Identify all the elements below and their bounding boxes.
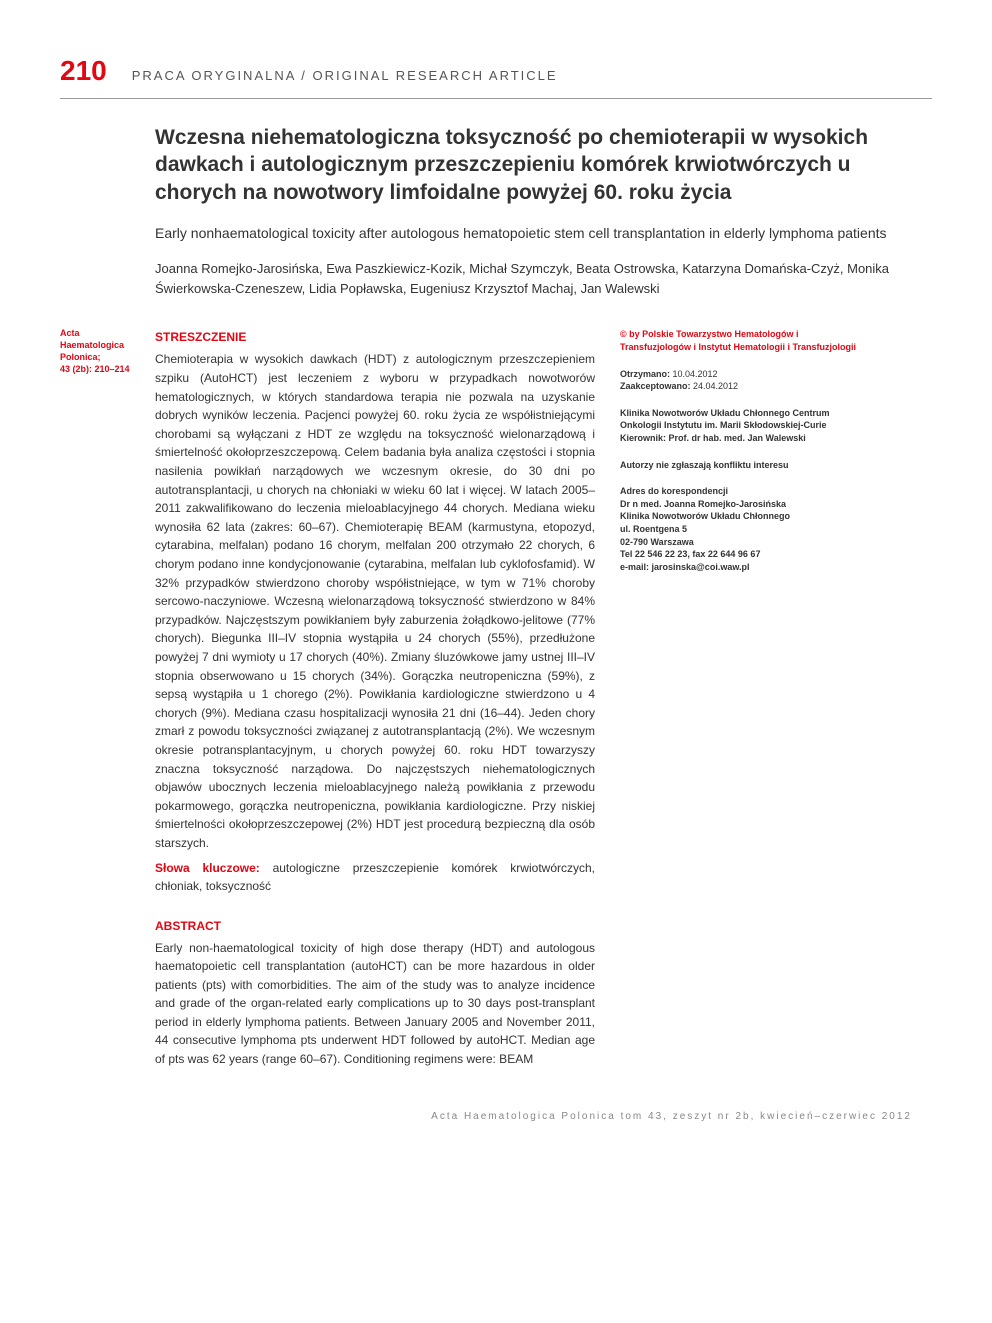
address-street: ul. Roentgena 5 bbox=[620, 523, 860, 536]
received-date: 10.04.2012 bbox=[670, 369, 718, 379]
page: 210 PRACA ORYGINALNA / ORIGINAL RESEARCH… bbox=[0, 0, 992, 1154]
abstract-body: Early non-haematological toxicity of hig… bbox=[155, 939, 595, 1069]
keywords-row: Słowa kluczowe: autologiczne przeszczepi… bbox=[155, 859, 595, 895]
address-name: Dr n med. Joanna Romejko-Jarosińska bbox=[620, 498, 860, 511]
received-row: Otrzymano: 10.04.2012 bbox=[620, 368, 860, 381]
address-phone: Tel 22 546 22 23, fax 22 644 96 67 bbox=[620, 548, 860, 561]
dates-block: Otrzymano: 10.04.2012 Zaakceptowano: 24.… bbox=[620, 368, 860, 393]
accepted-row: Zaakceptowano: 24.04.2012 bbox=[620, 380, 860, 393]
streszczenie-section: STRESZCZENIE Chemioterapia w wysokich da… bbox=[155, 328, 595, 894]
affiliation-head-row: Kierownik: Prof. dr hab. med. Jan Walews… bbox=[620, 432, 860, 445]
affiliation-head-label: Kierownik: bbox=[620, 433, 666, 443]
content-row: Acta Haematologica Polonica; 43 (2b): 21… bbox=[60, 328, 932, 1068]
address-label: Adres do korespondencji bbox=[620, 485, 860, 498]
affiliation: Klinika Nowotworów Układu Chłonnego Cent… bbox=[620, 407, 860, 432]
abstract-heading: ABSTRACT bbox=[155, 917, 595, 935]
article-subtitle: Early nonhaematological toxicity after a… bbox=[155, 224, 932, 244]
streszczenie-heading: STRESZCZENIE bbox=[155, 328, 595, 346]
article-category: PRACA ORYGINALNA / ORIGINAL RESEARCH ART… bbox=[132, 66, 558, 86]
page-footer: Acta Haematologica Polonica tom 43, zesz… bbox=[60, 1109, 932, 1124]
coi-statement: Autorzy nie zgłaszają konfliktu interesu bbox=[620, 459, 860, 472]
journal-ref: 43 (2b): 210–214 bbox=[60, 364, 130, 376]
article-title: Wczesna niehematologiczna toksyczność po… bbox=[155, 124, 932, 206]
journal-name: Acta Haematologica Polonica; bbox=[60, 328, 130, 363]
keywords-label: Słowa kluczowe: bbox=[155, 861, 260, 875]
address-city: 02-790 Warszawa bbox=[620, 536, 860, 549]
affiliation-block: Klinika Nowotworów Układu Chłonnego Cent… bbox=[620, 407, 860, 445]
accepted-label: Zaakceptowano: bbox=[620, 381, 691, 391]
authors: Joanna Romejko-Jarosińska, Ewa Paszkiewi… bbox=[155, 259, 932, 298]
page-header: 210 PRACA ORYGINALNA / ORIGINAL RESEARCH… bbox=[60, 50, 932, 99]
sidebar-meta: © by Polskie Towarzystwo Hematologów i T… bbox=[620, 328, 860, 1068]
received-label: Otrzymano: bbox=[620, 369, 670, 379]
main-column: STRESZCZENIE Chemioterapia w wysokich da… bbox=[155, 328, 595, 1068]
page-number: 210 bbox=[60, 50, 107, 92]
copyright: © by Polskie Towarzystwo Hematologów i T… bbox=[620, 328, 860, 353]
abstract-section: ABSTRACT Early non-haematological toxici… bbox=[155, 917, 595, 1069]
streszczenie-body: Chemioterapia w wysokich dawkach (HDT) z… bbox=[155, 350, 595, 852]
journal-meta: Acta Haematologica Polonica; 43 (2b): 21… bbox=[60, 328, 130, 1068]
correspondence-block: Adres do korespondencji Dr n med. Joanna… bbox=[620, 485, 860, 573]
title-block: Wczesna niehematologiczna toksyczność po… bbox=[155, 124, 932, 298]
address-dept: Klinika Nowotworów Układu Chłonnego bbox=[620, 510, 860, 523]
affiliation-head: Prof. dr hab. med. Jan Walewski bbox=[666, 433, 806, 443]
address-email: e-mail: jarosinska@coi.waw.pl bbox=[620, 561, 860, 574]
accepted-date: 24.04.2012 bbox=[691, 381, 739, 391]
